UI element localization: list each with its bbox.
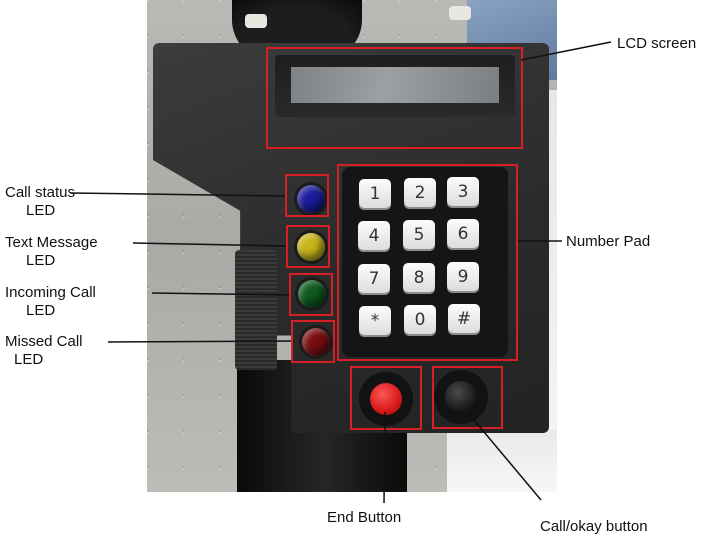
missed-call-led — [302, 328, 330, 356]
text-message-label-line2: LED — [26, 252, 56, 269]
key-5[interactable]: 5 — [403, 220, 435, 249]
text-message-label-line1: Text Message — [5, 234, 98, 251]
number-pad: 1 2 3 4 5 6 7 8 9 * 0 # — [342, 167, 508, 357]
call-okay-button[interactable] — [445, 381, 477, 413]
missed-call-highlight-box — [291, 320, 335, 363]
number-pad-label: Number Pad — [566, 233, 651, 250]
call-okay-highlight-box — [432, 366, 503, 429]
key-6[interactable]: 6 — [447, 219, 479, 248]
end-button-highlight-box — [350, 366, 422, 430]
lcd-glass — [291, 67, 499, 103]
call-status-led — [297, 185, 325, 213]
key-2[interactable]: 2 — [404, 178, 436, 207]
key-7[interactable]: 7 — [358, 264, 390, 293]
key-hash[interactable]: # — [448, 304, 480, 333]
key-star[interactable]: * — [359, 306, 391, 335]
incoming-call-label-line2: LED — [26, 302, 56, 319]
call-status-label: Call status LED — [5, 184, 75, 220]
key-1[interactable]: 1 — [359, 179, 391, 208]
end-button-mount — [359, 372, 413, 426]
text-message-led — [297, 233, 325, 261]
text-message-label: Text Message LED — [5, 234, 98, 270]
missed-call-label: Missed Call LED — [5, 333, 83, 369]
end-button-label: End Button — [327, 509, 402, 526]
key-0[interactable]: 0 — [404, 305, 436, 334]
key-4[interactable]: 4 — [358, 221, 390, 250]
number-pad-highlight-box — [337, 164, 518, 361]
key-3[interactable]: 3 — [447, 177, 479, 206]
call-status-label-line1: Call status — [5, 184, 76, 201]
call-status-label-line2: LED — [26, 202, 56, 219]
incoming-call-label-line1: Incoming Call — [5, 284, 96, 301]
incoming-call-led — [298, 280, 326, 308]
incoming-call-highlight-box — [289, 273, 333, 316]
mounting-bolt — [245, 14, 267, 28]
key-8[interactable]: 8 — [403, 263, 435, 292]
lcd-screen — [275, 55, 515, 117]
velcro-strap — [235, 250, 277, 370]
mounting-bolt — [449, 6, 471, 20]
missed-call-label-line2: LED — [14, 351, 44, 368]
incoming-call-label: Incoming Call LED — [5, 284, 96, 320]
background-cloth-lower — [447, 430, 557, 492]
end-button[interactable] — [370, 383, 402, 415]
key-9[interactable]: 9 — [447, 262, 479, 291]
call-status-highlight-box — [285, 174, 329, 217]
text-message-highlight-box — [286, 225, 330, 268]
call-okay-button-mount — [434, 370, 488, 424]
lcd-highlight-box — [266, 47, 523, 149]
lcd-screen-label: LCD screen — [617, 35, 697, 52]
missed-call-label-line1: Missed Call — [5, 333, 83, 350]
call-okay-button-label: Call/okay button — [540, 518, 648, 535]
